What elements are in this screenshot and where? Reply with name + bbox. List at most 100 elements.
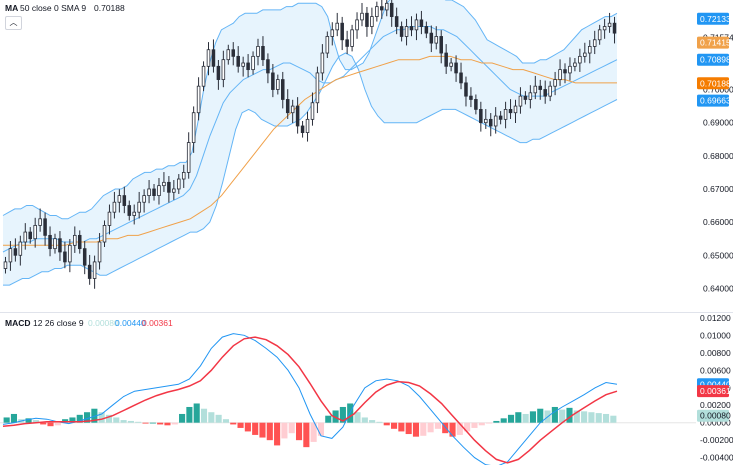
candle-body <box>330 29 335 37</box>
candle-body <box>112 201 117 213</box>
legend-bottom-name: MACD <box>5 318 31 328</box>
candle <box>231 42 236 66</box>
macd-tick-label: 0.01200 <box>700 313 731 323</box>
candle <box>602 18 607 39</box>
candle <box>23 223 28 250</box>
macd-pane[interactable]: -0.00400-0.002000.000000.002000.004000.0… <box>0 313 733 465</box>
candle-body <box>73 234 77 246</box>
histogram-bar <box>237 422 244 428</box>
histogram-bar <box>610 415 617 423</box>
candle <box>271 63 275 98</box>
histogram-bar <box>32 420 39 423</box>
candle <box>365 6 369 37</box>
candle <box>8 241 13 271</box>
candle-body <box>231 49 236 57</box>
candle <box>583 42 587 63</box>
price-axis: 0.64000 0.65000 0.66000 0.67000 0.68000 0.690… <box>703 32 733 293</box>
histogram-bar <box>537 408 544 423</box>
candle-body <box>325 36 330 54</box>
candle <box>355 12 359 39</box>
candle <box>285 89 290 120</box>
collapse-legend-button[interactable]: ︿ <box>5 16 22 30</box>
price-badge-bg <box>697 53 729 66</box>
candle-body <box>370 16 374 27</box>
candle-body <box>429 32 434 44</box>
candle <box>612 16 617 44</box>
histogram-bar <box>573 410 580 423</box>
histogram-bar <box>317 422 325 436</box>
price-badge-label: 0.72133 <box>700 14 731 24</box>
candle <box>548 81 552 102</box>
candle-body <box>58 238 62 253</box>
candle-body <box>211 49 216 67</box>
candle-body <box>508 109 513 114</box>
histogram-bar <box>252 422 259 435</box>
candle-body <box>607 22 612 27</box>
candle <box>206 42 211 76</box>
candle-body <box>206 49 211 67</box>
candle <box>578 48 582 72</box>
candle <box>553 71 557 96</box>
candle <box>493 107 498 134</box>
histogram-bar <box>105 414 113 423</box>
candle <box>107 204 112 235</box>
price-pane[interactable]: 0.64000 0.65000 0.66000 0.67000 0.68000 0.690… <box>0 0 733 312</box>
candle-body <box>484 118 488 124</box>
candle <box>394 7 399 35</box>
legend-bottom[interactable]: MACD 12 26 close 9 0.00080 0.00440 0.003… <box>5 318 173 328</box>
macd-tick-label: 0.00200 <box>700 400 731 410</box>
candle <box>226 44 231 65</box>
candle <box>246 54 250 78</box>
histogram-bar <box>332 410 339 423</box>
candle <box>360 2 364 27</box>
histogram-bar <box>420 422 427 436</box>
candle-body <box>221 59 226 80</box>
candle <box>92 255 97 289</box>
price-badge: 0.72133 <box>697 12 731 25</box>
legend-top[interactable]: MA 50 close 0 SMA 9 0.70188 <box>5 3 125 13</box>
candle-body <box>251 55 255 71</box>
candle <box>73 226 77 253</box>
bollinger-upper-line <box>2 0 618 220</box>
candle-body <box>181 171 186 180</box>
candle <box>28 227 32 244</box>
candle-body <box>82 248 87 266</box>
candle <box>132 204 136 225</box>
candle <box>484 109 488 129</box>
candle-body <box>122 195 127 206</box>
candle <box>434 26 439 50</box>
histogram-bar <box>288 422 295 434</box>
candle <box>300 121 305 138</box>
candle-body <box>380 6 384 11</box>
candle <box>419 10 424 35</box>
candle <box>276 74 280 95</box>
candle <box>335 12 339 37</box>
histogram-bar <box>149 422 156 424</box>
histogram-bar <box>127 420 134 423</box>
histogram-bar <box>325 415 332 423</box>
histogram-bar <box>500 418 507 423</box>
candle-body <box>414 19 419 31</box>
candle-body <box>281 79 285 100</box>
candle <box>58 231 62 261</box>
candle-body <box>3 261 8 269</box>
candle-body <box>53 238 57 250</box>
candle-body <box>23 231 28 243</box>
candle-body <box>350 29 354 47</box>
candle-body <box>48 234 52 250</box>
candle-body <box>256 46 260 57</box>
histogram-bar <box>456 422 463 435</box>
candle-body <box>102 225 107 243</box>
histogram-bar <box>566 407 573 423</box>
macd-badge-label: 0.00440 <box>700 379 731 389</box>
legend-bottom-v3: 0.00361 <box>142 318 173 328</box>
candle-body <box>186 142 191 173</box>
macd-badge: 0.00361 <box>697 385 731 398</box>
candle <box>167 176 171 203</box>
candle <box>399 21 404 42</box>
histogram-bar <box>142 422 149 424</box>
candle <box>152 183 156 201</box>
histogram-bar <box>164 422 171 426</box>
